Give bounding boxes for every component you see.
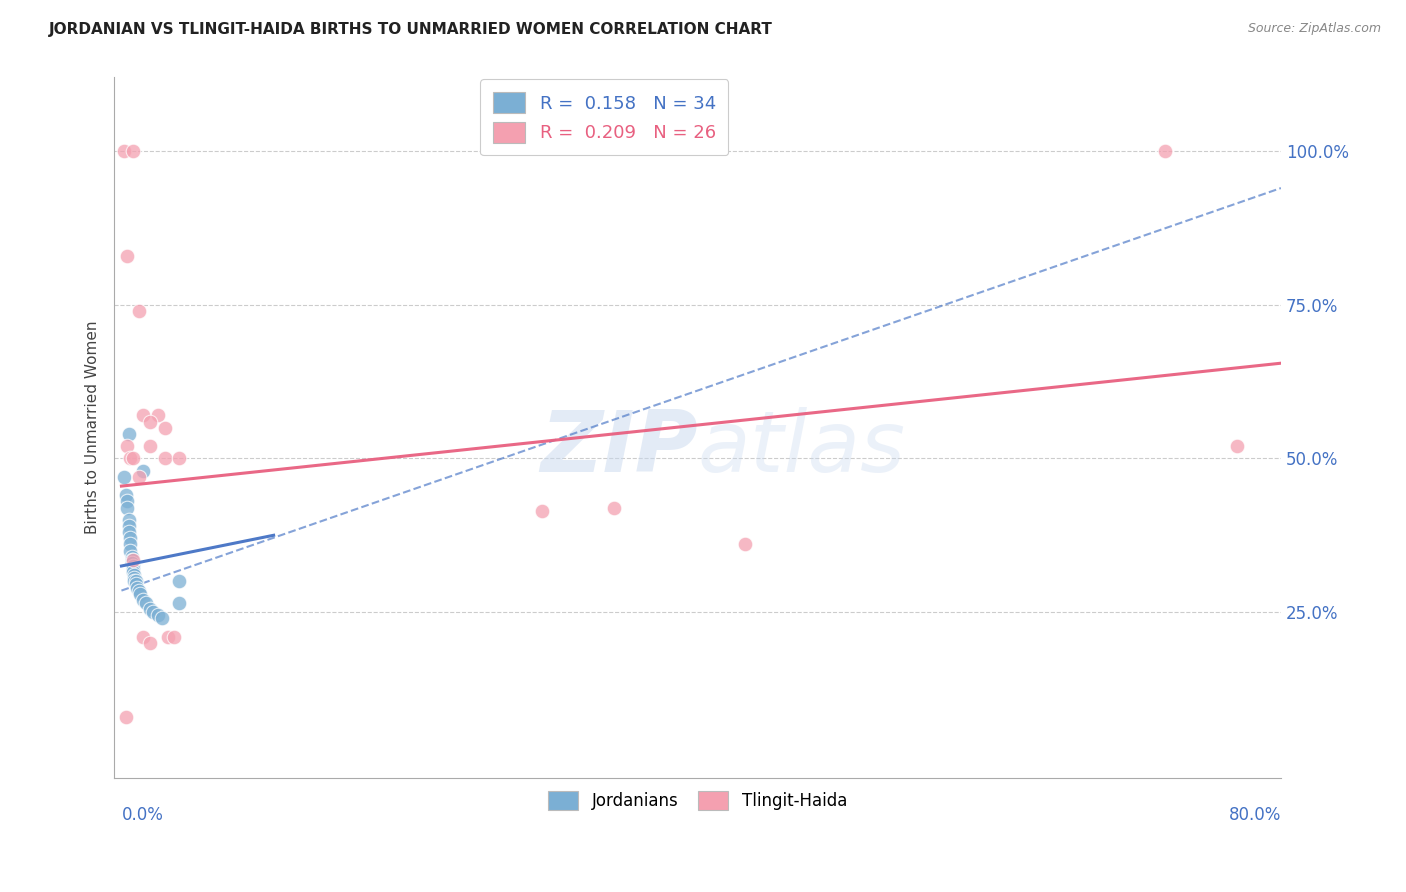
Point — [169, 596, 191, 610]
Point — [112, 470, 135, 484]
Point — [118, 525, 141, 540]
Point — [146, 608, 169, 623]
Point — [120, 451, 142, 466]
Point — [139, 439, 162, 453]
Point — [115, 249, 138, 263]
Point — [139, 415, 162, 429]
Point — [115, 494, 138, 508]
Point — [127, 581, 149, 595]
Legend: Jordanians, Tlingit-Haida: Jordanians, Tlingit-Haida — [540, 783, 855, 819]
Point — [1226, 439, 1249, 453]
Point — [121, 549, 143, 564]
Point — [122, 144, 145, 158]
Text: atlas: atlas — [697, 408, 905, 491]
Point — [118, 426, 141, 441]
Point — [122, 565, 145, 579]
Point — [128, 304, 150, 318]
Point — [120, 543, 142, 558]
Point — [121, 556, 143, 570]
Point — [124, 568, 146, 582]
Point — [162, 630, 184, 644]
Point — [120, 537, 142, 551]
Text: Source: ZipAtlas.com: Source: ZipAtlas.com — [1247, 22, 1381, 36]
Text: 0.0%: 0.0% — [121, 806, 163, 824]
Point — [132, 630, 155, 644]
Point — [156, 630, 179, 644]
Point — [1154, 144, 1177, 158]
Point — [112, 144, 135, 158]
Point — [139, 636, 162, 650]
Point — [139, 602, 162, 616]
Text: ZIP: ZIP — [540, 408, 697, 491]
Point — [132, 409, 155, 423]
Point — [125, 577, 148, 591]
Point — [135, 596, 157, 610]
Point — [118, 513, 141, 527]
Point — [115, 500, 138, 515]
Text: JORDANIAN VS TLINGIT-HAIDA BIRTHS TO UNMARRIED WOMEN CORRELATION CHART: JORDANIAN VS TLINGIT-HAIDA BIRTHS TO UNM… — [49, 22, 773, 37]
Point — [124, 574, 146, 589]
Point — [128, 583, 150, 598]
Point — [122, 451, 145, 466]
Point — [169, 574, 191, 589]
Point — [530, 504, 553, 518]
Point — [124, 571, 146, 585]
Point — [150, 611, 173, 625]
Point — [122, 562, 145, 576]
Text: 80.0%: 80.0% — [1229, 806, 1281, 824]
Point — [125, 574, 148, 589]
Point — [129, 587, 152, 601]
Point — [169, 451, 191, 466]
Y-axis label: Births to Unmarried Women: Births to Unmarried Women — [86, 321, 100, 534]
Point — [114, 709, 136, 723]
Point — [121, 553, 143, 567]
Point — [122, 553, 145, 567]
Point — [128, 470, 150, 484]
Point — [132, 592, 155, 607]
Point — [114, 488, 136, 502]
Point — [153, 421, 176, 435]
Point — [118, 519, 141, 533]
Point — [146, 409, 169, 423]
Point — [120, 532, 142, 546]
Point — [603, 500, 626, 515]
Point — [142, 605, 165, 619]
Point — [734, 537, 756, 551]
Point — [115, 439, 138, 453]
Point — [132, 464, 155, 478]
Point — [153, 451, 176, 466]
Point — [122, 559, 145, 574]
